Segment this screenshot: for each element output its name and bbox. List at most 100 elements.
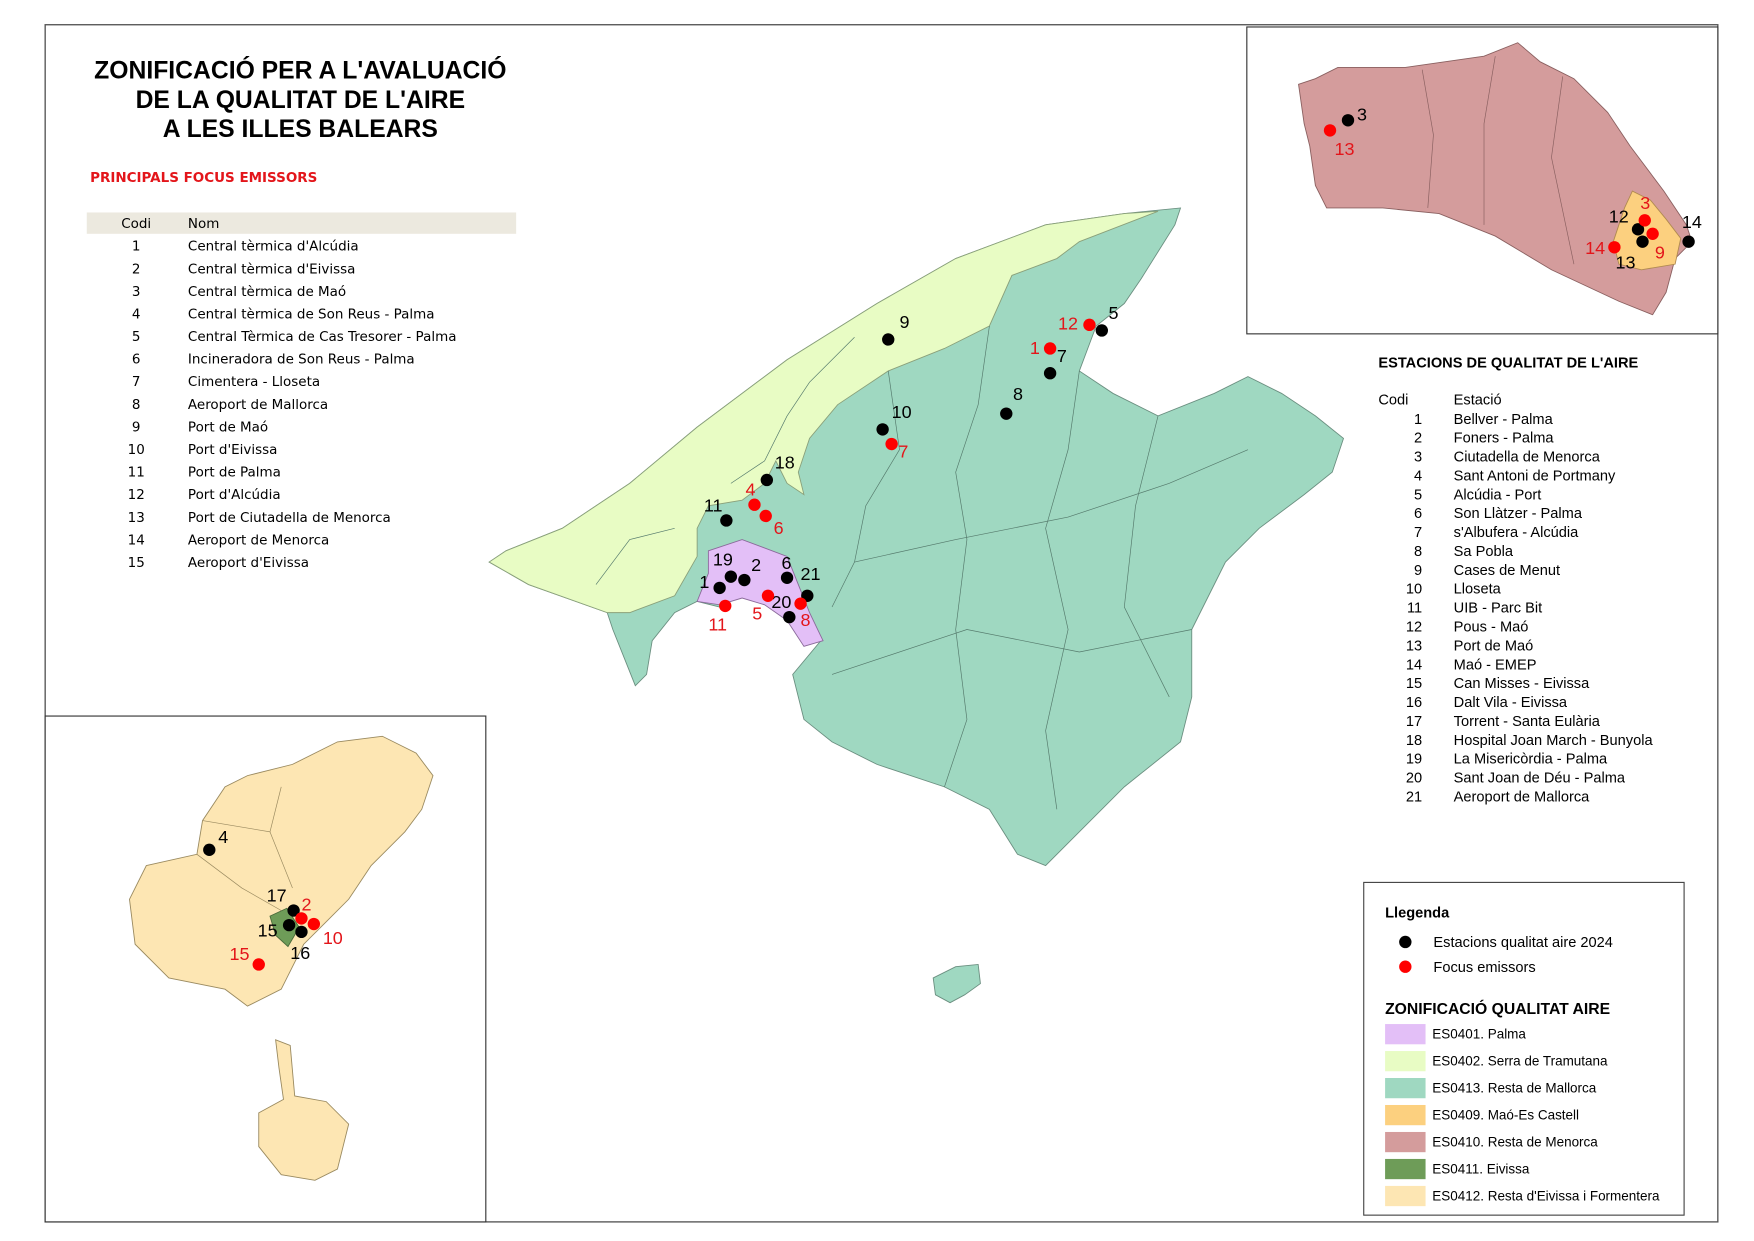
- emitter-code: 1: [132, 239, 141, 255]
- emitter-dot-icon[interactable]: [1043, 342, 1057, 355]
- station-dot-icon[interactable]: [1000, 407, 1013, 420]
- station-name: Maó - EMEP: [1454, 657, 1537, 673]
- legend-zones-title: ZONIFICACIÓ QUALITAT AIRE: [1385, 999, 1610, 1018]
- station-marker[interactable]: 9: [882, 312, 909, 346]
- station-marker[interactable]: 13: [1616, 235, 1649, 273]
- emitter-row: 11 Port de Palma: [128, 465, 281, 481]
- station-code: 9: [1414, 563, 1422, 579]
- marker-label: 6: [781, 553, 791, 573]
- emitter-marker[interactable]: 7: [885, 437, 908, 462]
- stations-table: 1 Bellver - Palma 2 Foners - Palma 3 Ciutadel…: [1406, 412, 1654, 806]
- station-marker[interactable]: 8: [1000, 384, 1023, 420]
- emitter-dot-icon[interactable]: [761, 589, 775, 602]
- station-dot-icon[interactable]: [876, 423, 889, 436]
- marker-label: 20: [771, 592, 791, 612]
- station-dot-icon[interactable]: [1095, 324, 1109, 337]
- station-dot-icon[interactable]: [1636, 235, 1649, 248]
- station-code: 14: [1406, 657, 1422, 673]
- stations-col-code: Codi: [1378, 393, 1408, 409]
- emitter-marker[interactable]: 5: [752, 589, 775, 624]
- emitter-row: 8 Aeroport de Mallorca: [132, 397, 328, 413]
- station-dot-icon[interactable]: [882, 333, 895, 346]
- emitter-marker[interactable]: 2: [295, 895, 311, 925]
- station-dot-icon[interactable]: [1682, 235, 1695, 248]
- emitter-dot-icon[interactable]: [794, 597, 807, 610]
- station-dot-icon[interactable]: [724, 570, 738, 583]
- legend-title: Llegenda: [1385, 905, 1450, 921]
- emitter-marker[interactable]: 3: [1638, 193, 1651, 227]
- emitter-dot-icon[interactable]: [748, 498, 761, 511]
- station-dot-icon[interactable]: [1631, 223, 1645, 236]
- station-row: 17 Torrent - Santa Eulària: [1406, 714, 1601, 730]
- emitter-marker[interactable]: 15: [230, 944, 265, 971]
- station-dot-icon[interactable]: [760, 473, 774, 487]
- marker-label: 10: [892, 402, 912, 422]
- emitter-marker[interactable]: 12: [1058, 313, 1096, 333]
- station-dot-icon[interactable]: [1043, 367, 1057, 380]
- station-marker[interactable]: 2: [738, 555, 761, 587]
- station-marker[interactable]: 6: [780, 553, 794, 584]
- emitter-dot-icon[interactable]: [1083, 318, 1096, 332]
- station-marker[interactable]: 17: [267, 886, 300, 917]
- marker-label: 10: [323, 928, 343, 948]
- station-marker[interactable]: 14: [1682, 212, 1702, 248]
- emitter-dot-icon[interactable]: [759, 509, 772, 523]
- legend-symbol-label: Estacions qualitat aire 2024: [1433, 935, 1613, 951]
- station-dot-icon[interactable]: [783, 610, 796, 624]
- station-marker[interactable]: 5: [1095, 303, 1119, 337]
- station-marker[interactable]: 20: [771, 592, 796, 624]
- emitter-marker[interactable]: 9: [1646, 227, 1665, 263]
- station-marker[interactable]: 10: [876, 402, 912, 436]
- station-dot-icon[interactable]: [713, 581, 726, 595]
- station-dot-icon[interactable]: [203, 843, 216, 856]
- station-code: 21: [1406, 789, 1422, 805]
- emitter-row: 12 Port d'Alcúdia: [128, 487, 281, 503]
- station-name: Aeroport de Mallorca: [1454, 789, 1590, 805]
- emitter-marker[interactable]: 4: [745, 480, 761, 511]
- station-marker[interactable]: 11: [704, 495, 733, 527]
- emitter-code: 9: [132, 419, 141, 435]
- station-marker[interactable]: 15: [258, 918, 296, 940]
- emitter-dot-icon[interactable]: [252, 958, 265, 971]
- station-row: 19 La Misericòrdia - Palma: [1406, 752, 1608, 768]
- station-marker[interactable]: 16: [290, 925, 310, 963]
- station-dot-icon[interactable]: [720, 514, 733, 527]
- station-dot-icon[interactable]: [295, 925, 308, 939]
- station-dot-icon[interactable]: [1341, 114, 1355, 127]
- emitter-marker[interactable]: 1: [1030, 338, 1057, 358]
- station-name: Hospital Joan March - Bunyola: [1454, 733, 1654, 749]
- emitter-dot-icon[interactable]: [1646, 227, 1659, 240]
- emitter-row: 1 Central tèrmica d'Alcúdia: [132, 239, 359, 255]
- emitter-marker[interactable]: 14: [1585, 238, 1621, 258]
- station-dot-icon[interactable]: [287, 904, 300, 917]
- emitter-marker[interactable]: 8: [794, 597, 811, 630]
- emitter-row: 4 Central tèrmica de Son Reus - Palma: [132, 306, 435, 322]
- emitter-dot-icon[interactable]: [1638, 214, 1651, 227]
- emitter-dot-icon[interactable]: [295, 912, 308, 925]
- station-marker[interactable]: 4: [203, 827, 228, 856]
- emitter-marker[interactable]: 13: [1323, 124, 1355, 159]
- emitter-dot-icon[interactable]: [1323, 124, 1337, 137]
- station-marker[interactable]: 7: [1043, 346, 1067, 380]
- station-dot-icon[interactable]: [282, 918, 296, 932]
- emitter-dot-icon[interactable]: [1608, 241, 1621, 254]
- station-dot-icon[interactable]: [780, 571, 794, 584]
- emitter-dot-icon[interactable]: [307, 917, 321, 931]
- marker-label: 3: [1640, 193, 1650, 213]
- station-marker[interactable]: 18: [760, 453, 795, 487]
- station-marker[interactable]: 19: [713, 549, 738, 583]
- station-marker[interactable]: 12: [1609, 207, 1645, 236]
- emitter-marker[interactable]: 6: [759, 509, 784, 538]
- emitter-marker[interactable]: 11: [708, 599, 732, 635]
- emitter-dot-icon[interactable]: [719, 599, 732, 613]
- marker-label: 7: [898, 442, 908, 462]
- emitter-code: 8: [132, 397, 141, 413]
- station-marker[interactable]: 1: [699, 572, 726, 595]
- station-marker[interactable]: 3: [1341, 104, 1367, 127]
- station-dot-icon[interactable]: [738, 573, 751, 587]
- emitter-dot-icon[interactable]: [885, 437, 898, 451]
- emitter-marker[interactable]: 10: [307, 917, 343, 948]
- marker-label: 5: [1109, 303, 1119, 323]
- station-row: 13 Port de Maó: [1406, 638, 1533, 654]
